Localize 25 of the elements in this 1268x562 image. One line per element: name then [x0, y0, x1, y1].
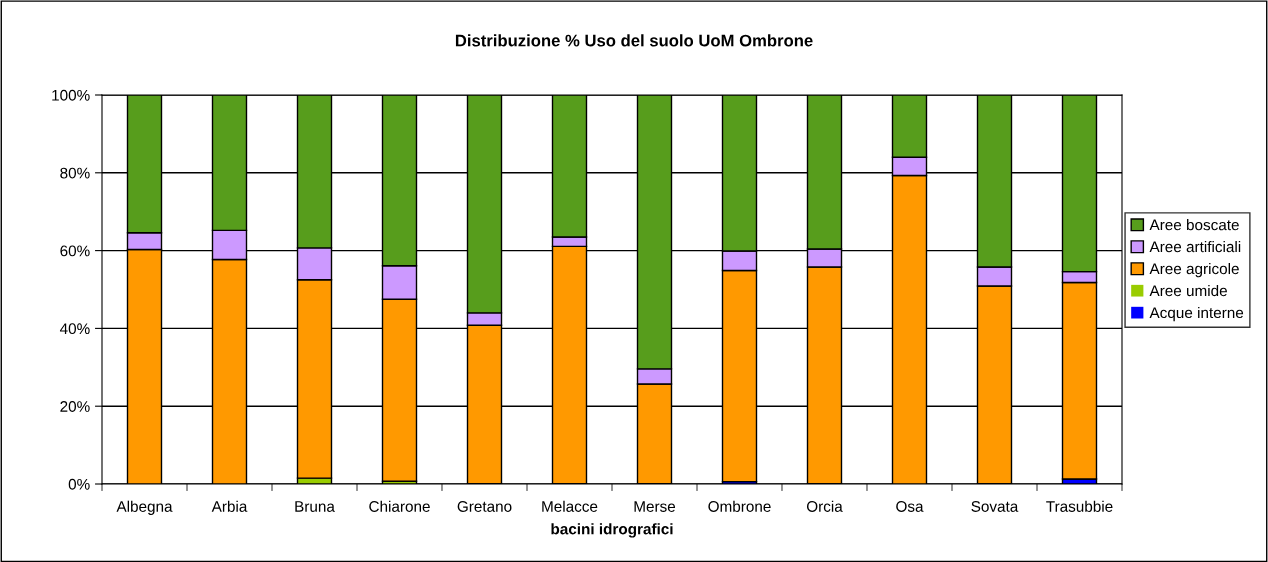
x-tick-label: Merse — [634, 501, 676, 512]
x-tick-label: Bruna — [295, 501, 335, 512]
chart-title: Distribuzione % Uso del suolo UoM Ombrone — [455, 34, 813, 47]
y-tick-label: 0% — [68, 478, 90, 490]
x-tick-label: Sovata — [971, 501, 1019, 512]
x-tick-label: Arbia — [211, 500, 248, 512]
x-tick-label: Albegna — [116, 500, 173, 515]
x-tick-label: Gretano — [457, 501, 512, 512]
y-tick-label: 60% — [60, 245, 90, 257]
y-tick-label: 100% — [52, 89, 90, 101]
x-tick-label: Osa — [896, 501, 924, 512]
legend-label: Aree artificiali — [1149, 241, 1241, 253]
legend-label: Aree umide — [1149, 284, 1227, 297]
legend-label: Acque interne — [1149, 306, 1244, 322]
x-tick-label: Chiarone — [369, 500, 430, 512]
y-tick-label: 80% — [60, 167, 90, 179]
y-tick-label: 40% — [59, 323, 90, 335]
legend-label: Aree agricole — [1149, 262, 1239, 278]
x-tick-label: Trasubbie — [1046, 500, 1113, 512]
x-tick-label: Orcia — [806, 500, 843, 512]
x-tick-label: Melacce — [542, 500, 598, 512]
y-tick-label: 20% — [60, 401, 90, 412]
x-axis-title: bacini idrografici — [551, 523, 673, 538]
x-tick-label: Ombrone — [708, 500, 771, 512]
legend-label: Aree boscate — [1149, 219, 1239, 231]
